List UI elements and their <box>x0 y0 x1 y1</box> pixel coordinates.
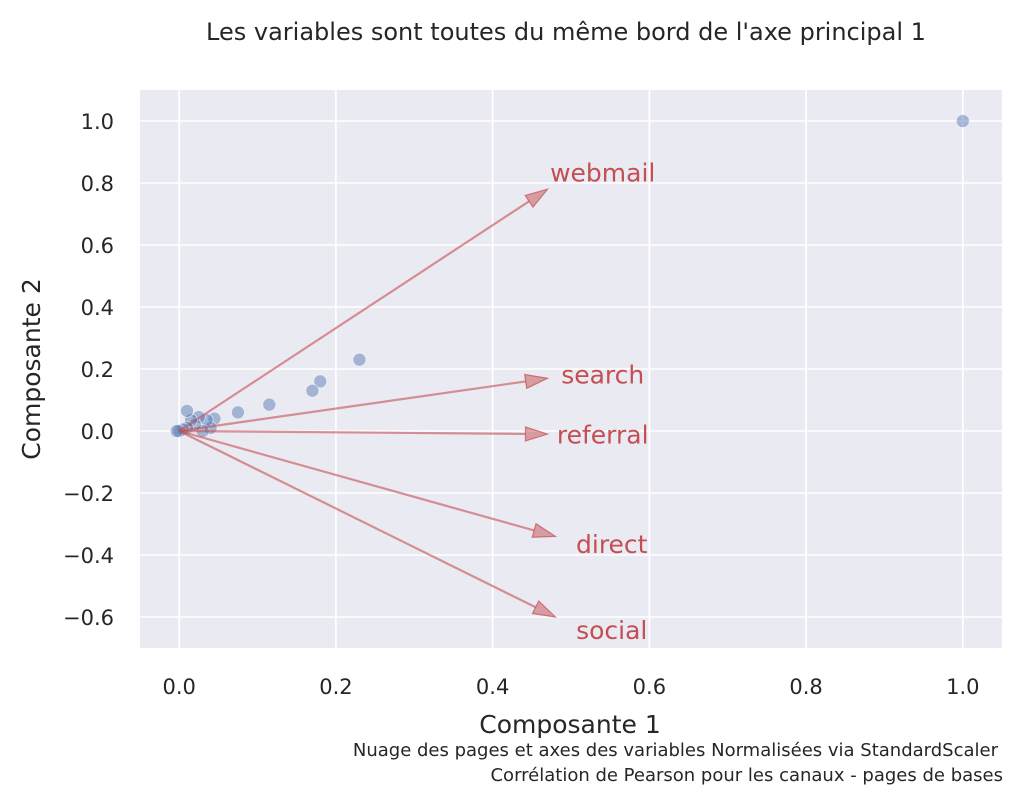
grid <box>140 90 1002 648</box>
x-tick-label: 0.2 <box>319 675 352 699</box>
arrow-label-search: search <box>561 361 644 390</box>
arrow-webmail-line <box>178 200 530 432</box>
caption-line-2: Corrélation de Pearson pour les canaux -… <box>490 765 1003 786</box>
x-tick-label: 0.0 <box>162 675 195 699</box>
caption-line-1: Nuage des pages et axes des variables No… <box>353 740 999 761</box>
data-point <box>352 352 367 367</box>
y-tick-label: −0.6 <box>63 606 114 630</box>
data-point <box>231 405 245 420</box>
arrow-search-line <box>179 380 526 433</box>
x-tick-label: 0.8 <box>789 675 822 699</box>
arrow-social-head <box>531 599 558 618</box>
y-tick-label: −0.2 <box>63 482 114 506</box>
arrow-direct-line <box>178 429 535 532</box>
x-axis-ticks: 0.0 0.2 0.4 0.6 0.8 1.0 <box>162 675 979 699</box>
y-axis-label: Composante 2 <box>17 278 46 460</box>
x-axis-label: Composante 1 <box>479 710 661 739</box>
y-tick-label: 0.8 <box>81 172 114 196</box>
x-tick-label: 0.6 <box>633 675 666 699</box>
arrow-label-webmail: webmail <box>550 158 655 187</box>
y-tick-label: 0.0 <box>81 420 114 444</box>
y-tick-label: 0.2 <box>81 358 114 382</box>
arrow-label-referral: referral <box>557 420 649 449</box>
y-tick-label: −0.4 <box>63 544 114 568</box>
y-tick-label: 0.6 <box>81 234 114 258</box>
arrow-social-line <box>178 430 537 609</box>
arrow-referral-line <box>179 429 526 436</box>
arrow-webmail-head <box>524 188 550 209</box>
arrow-label-direct: direct <box>576 530 648 559</box>
y-axis-ticks: 1.0 0.8 0.6 0.4 0.2 0.0 −0.2 −0.4 −0.6 <box>63 110 114 630</box>
x-tick-label: 0.4 <box>476 675 509 699</box>
y-tick-label: 0.4 <box>81 296 114 320</box>
y-tick-label: 1.0 <box>81 110 114 134</box>
data-point <box>180 403 194 418</box>
data-point <box>313 374 328 389</box>
data-point <box>262 397 277 412</box>
arrow-direct-head <box>531 522 558 538</box>
arrow-search-head <box>524 373 550 390</box>
x-tick-label: 1.0 <box>946 675 979 699</box>
data-point <box>955 114 970 128</box>
variable-arrows: webmail search referral direct social <box>178 158 655 645</box>
arrow-label-social: social <box>576 616 647 645</box>
chart-title: Les variables sont toutes du même bord d… <box>206 18 926 46</box>
data-point <box>305 383 320 398</box>
arrow-referral-head <box>524 426 550 442</box>
